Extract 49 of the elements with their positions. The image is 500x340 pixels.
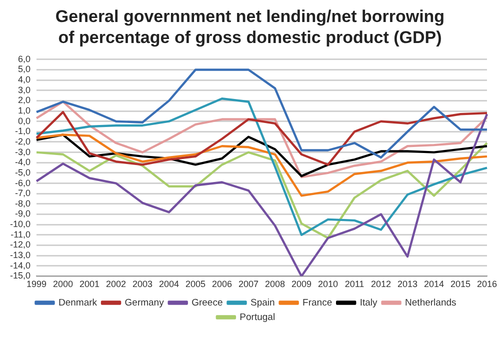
y-tick-label: 1,0 <box>18 106 31 116</box>
y-tick-label: -6,0 <box>15 178 31 188</box>
x-tick-label: 2009 <box>291 279 312 290</box>
y-tick-label: -12,0 <box>10 240 31 250</box>
y-tick-label: 0,0 <box>18 116 31 126</box>
y-tick-label: -7,0 <box>15 188 31 198</box>
x-tick-label: 2011 <box>344 279 364 290</box>
x-tick-label: 2008 <box>264 279 286 290</box>
x-tick-label: 2002 <box>106 279 126 290</box>
x-tick-label: 2004 <box>158 279 180 290</box>
y-tick-label: -14,0 <box>10 260 31 270</box>
x-tick-label: 2005 <box>185 279 206 290</box>
x-tick-label: 2001 <box>79 279 100 290</box>
y-tick-label: 3,0 <box>18 84 31 95</box>
y-tick-label: -8,0 <box>15 198 31 208</box>
chart-title: General governnment net lending/net borrowing of percentage of gross domestic product (GDP) <box>54 6 446 48</box>
y-tick-label: -13,0 <box>10 250 31 260</box>
y-tick-label: 2,0 <box>18 95 31 106</box>
y-tick-label: -5,0 <box>15 167 31 178</box>
x-tick-label: 2013 <box>397 279 418 290</box>
y-tick-label: -4,0 <box>15 157 31 168</box>
x-tick-label: 2003 <box>132 279 153 290</box>
x-tick-label: 2015 <box>450 279 471 290</box>
legend-label: France <box>302 297 332 308</box>
y-tick-label: 5,0 <box>18 64 31 74</box>
y-tick-label: -9,0 <box>15 208 31 219</box>
legend-label: Italy <box>360 297 378 308</box>
legend-label: Greece <box>192 297 223 308</box>
x-tick-label: 2014 <box>424 279 444 290</box>
x-tick-label: 1999 <box>26 279 47 290</box>
y-tick-label: -3,0 <box>15 146 31 157</box>
x-tick-label: 2000 <box>52 279 74 290</box>
x-tick-label: 2016 <box>476 279 498 290</box>
legend-label: Spain <box>250 297 275 308</box>
legend-label: Portugal <box>240 312 276 323</box>
x-tick-label: 2007 <box>238 279 259 290</box>
legend-label: Germany <box>124 297 164 308</box>
y-tick-label: -1,0 <box>15 126 31 136</box>
x-tick-label: 2012 <box>370 279 392 290</box>
y-tick-label: 6,0 <box>18 54 31 64</box>
y-tick-label: -15,0 <box>10 270 31 281</box>
y-tick-label: -2,0 <box>15 136 31 146</box>
y-tick-label: -10,0 <box>10 219 31 230</box>
x-tick-label: 2006 <box>212 279 232 290</box>
x-tick-label: 2010 <box>318 279 338 290</box>
y-tick-label: 4,0 <box>18 74 31 85</box>
y-tick-label: -11,0 <box>10 229 31 240</box>
legend-label: Denmark <box>58 297 98 308</box>
legend-label: Netherlands <box>405 297 457 308</box>
